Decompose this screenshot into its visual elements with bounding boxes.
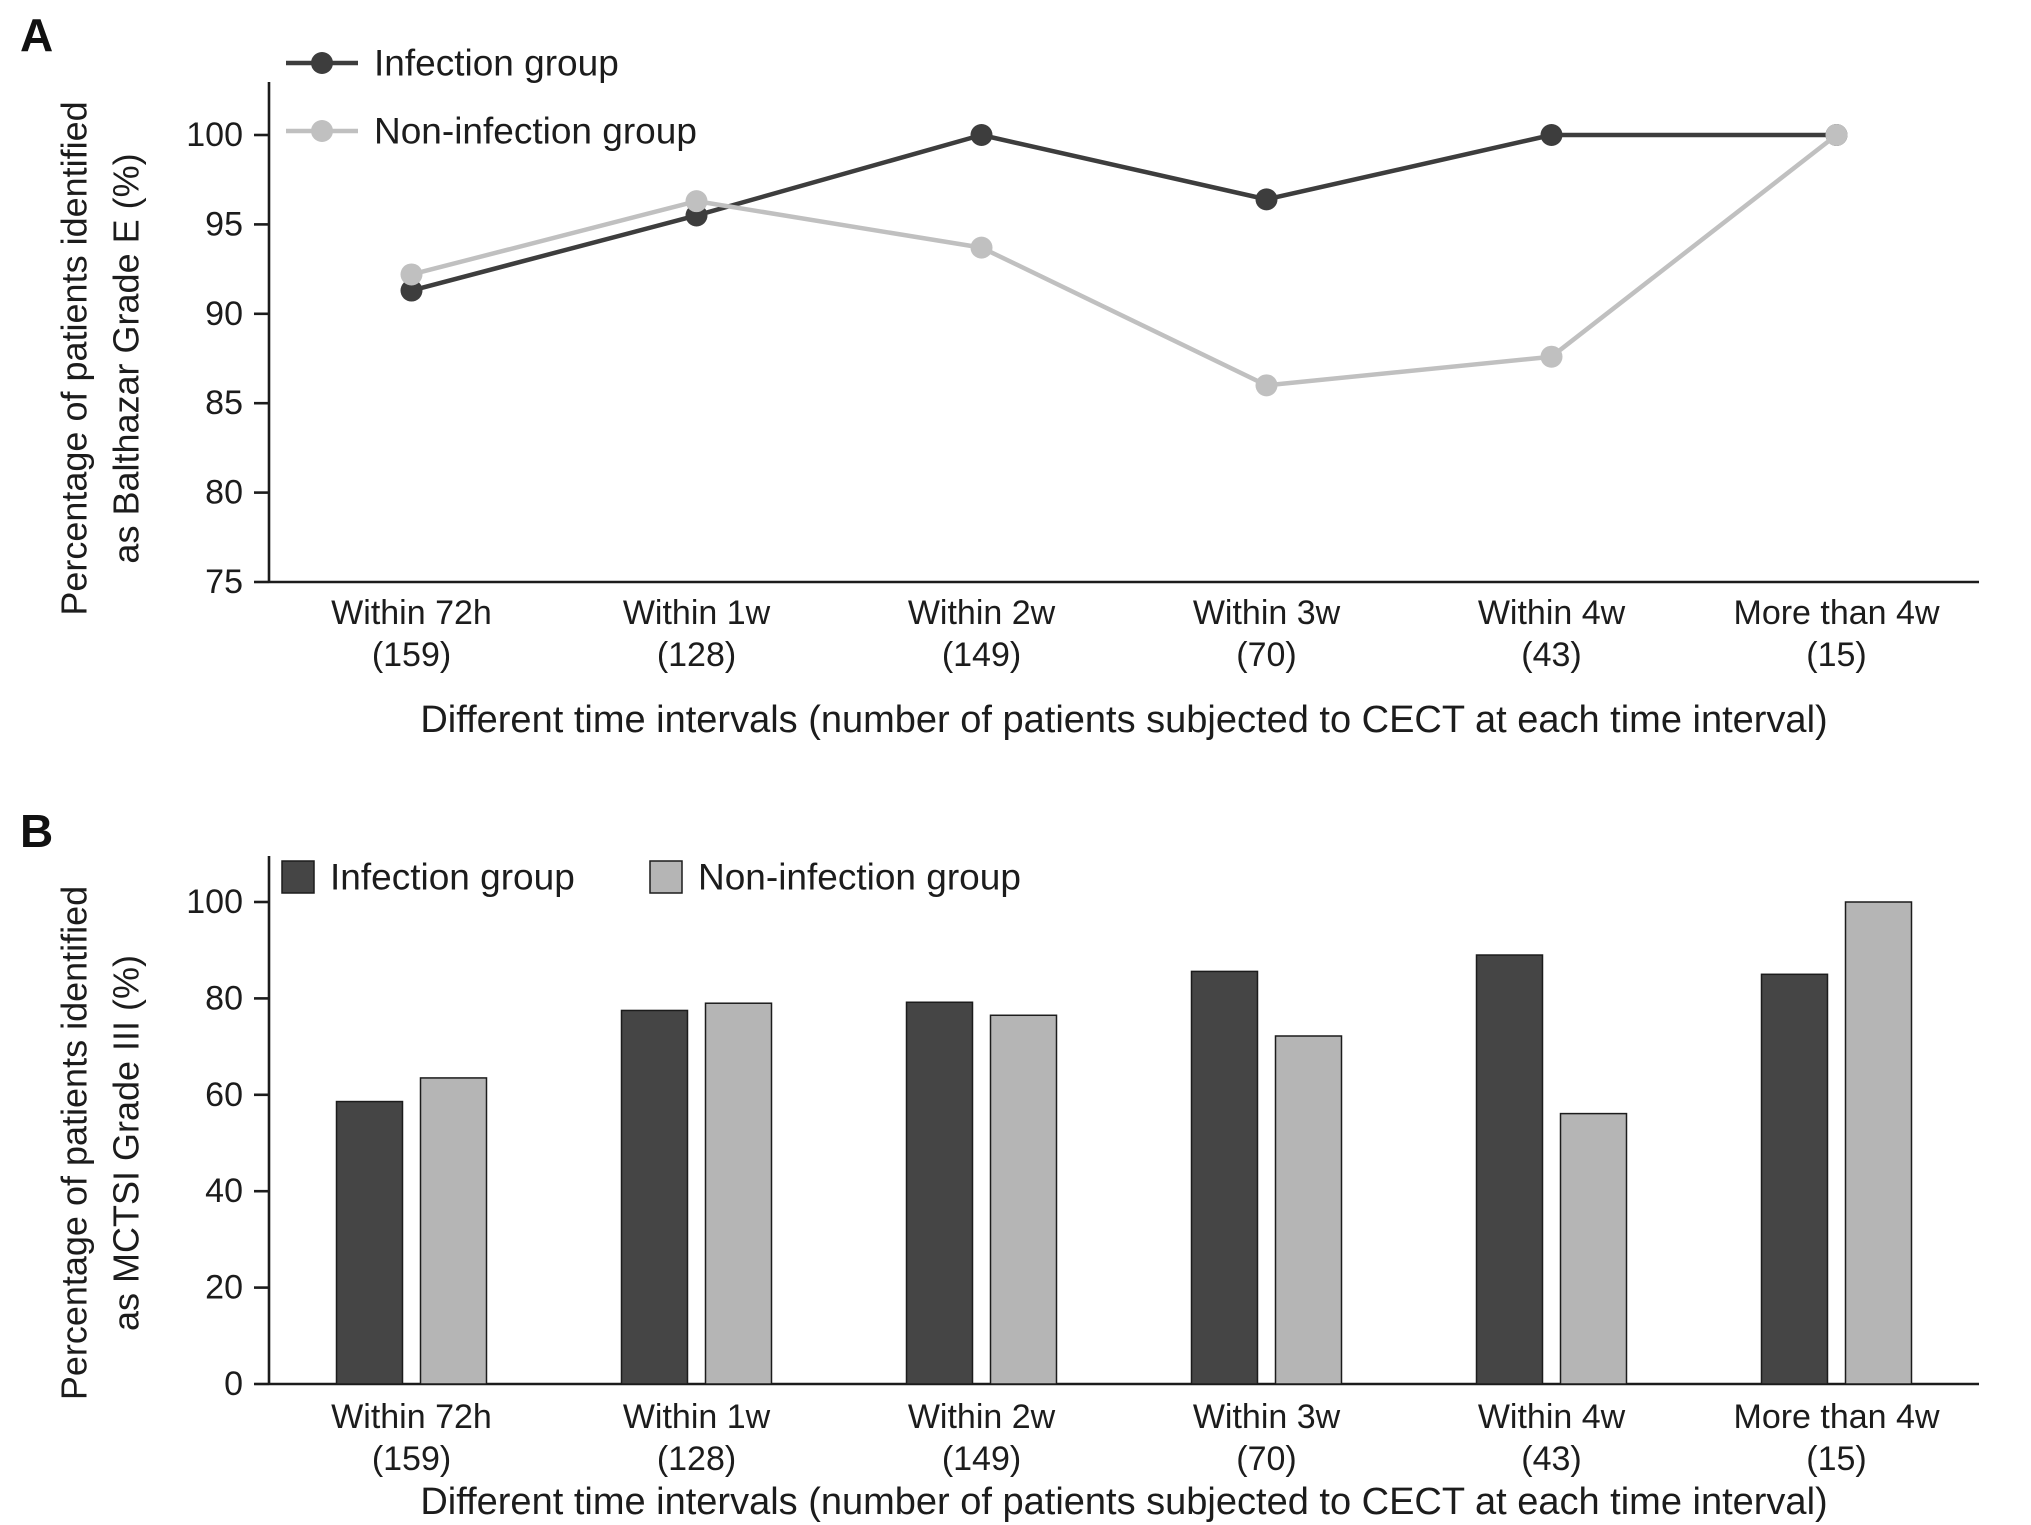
y-tick-label-b: 60 (205, 1076, 243, 1114)
data-point-1 (970, 236, 993, 259)
legend-label: Non-infection group (698, 857, 1021, 898)
bar-series-0 (1475, 954, 1544, 1385)
x-category-label-b: Within 3w (1193, 1398, 1341, 1436)
y-tick-label-a: 100 (186, 116, 243, 154)
panel-b-label: B (20, 805, 54, 857)
data-point-0 (1540, 124, 1563, 146)
x-category-count-b: (70) (1236, 1440, 1296, 1478)
bar-series-1 (419, 1077, 488, 1385)
x-category-count-a: (70) (1236, 636, 1296, 674)
bar-series-1 (989, 1014, 1058, 1385)
y-tick-label-a: 75 (205, 563, 243, 601)
legend-label: Infection group (374, 43, 619, 84)
x-category-count-a: (15) (1806, 636, 1866, 674)
x-category-label-b: Within 4w (1478, 1398, 1626, 1436)
data-point-1 (685, 190, 708, 213)
bar-series-1 (704, 1002, 773, 1385)
data-point-0 (970, 124, 993, 146)
bar-series-0 (620, 1009, 689, 1385)
legend-swatch (649, 860, 683, 894)
data-point-1 (1825, 124, 1848, 146)
x-category-count-b: (128) (657, 1440, 736, 1478)
x-category-count-a: (128) (657, 636, 736, 674)
bar-series-1 (1844, 901, 1913, 1385)
bar-series-1 (1559, 1112, 1628, 1385)
x-category-count-b: (15) (1806, 1440, 1866, 1478)
x-category-count-a: (149) (942, 636, 1021, 674)
series-line-1 (409, 132, 1839, 388)
series-line-0 (409, 132, 1839, 293)
x-category-label-a: Within 4w (1478, 594, 1626, 632)
y-tick-label-a: 80 (205, 474, 243, 512)
x-category-label-a: More than 4w (1734, 594, 1940, 632)
x-axis-title-b: Different time intervals (number of pati… (420, 1481, 1827, 1523)
bar-series-0 (1760, 973, 1829, 1385)
y-axis-title-a: as Balthazar Grade E (%) (106, 153, 147, 563)
bar-series-0 (905, 1001, 974, 1385)
bar-series-0 (1190, 970, 1259, 1385)
data-point-0 (400, 279, 423, 302)
x-category-count-a: (159) (372, 636, 451, 674)
data-point-1 (1255, 374, 1278, 397)
x-category-label-a: Within 3w (1193, 594, 1341, 632)
data-point-0 (1255, 188, 1278, 211)
y-tick-label-b: 100 (186, 883, 243, 921)
bar-chart-panel-b: 0 20 40 60 80 100 Percentage of patients ident… (54, 856, 1979, 1523)
x-category-count-b: (159) (372, 1440, 451, 1478)
y-axis-title-a: Percentage of patients identified (54, 101, 95, 615)
data-point-1 (1540, 345, 1563, 368)
x-category-label-a: Within 1w (623, 594, 771, 632)
legend-label: Non-infection group (374, 111, 697, 152)
x-category-count-b: (149) (942, 1440, 1021, 1478)
x-category-label-a: Within 72h (331, 594, 492, 632)
x-axis-title-a: Different time intervals (number of pati… (420, 699, 1827, 741)
x-category-count-a: (43) (1521, 636, 1581, 674)
legend-dot-marker (311, 52, 333, 74)
x-category-count-b: (43) (1521, 1440, 1581, 1478)
y-tick-label-b: 0 (224, 1365, 243, 1403)
x-category-label-b: Within 1w (623, 1398, 771, 1436)
bar-series-1 (1274, 1035, 1343, 1385)
data-point-1 (400, 263, 423, 286)
bar-series-0 (335, 1100, 404, 1385)
y-tick-label-b: 20 (205, 1269, 243, 1307)
x-category-label-b: Within 72h (331, 1398, 492, 1436)
y-tick-label-b: 80 (205, 979, 243, 1017)
y-axis-title-b: Percentage of patients identified (54, 886, 95, 1400)
y-tick-label-a: 90 (205, 295, 243, 333)
legend-swatch (281, 860, 315, 894)
y-tick-label-a: 85 (205, 384, 243, 422)
x-category-label-b: More than 4w (1734, 1398, 1940, 1436)
x-category-label-b: Within 2w (908, 1398, 1056, 1436)
y-axis-title-b: as MCTSI Grade III (%) (106, 955, 147, 1331)
x-category-label-a: Within 2w (908, 594, 1056, 632)
panel-a-label: A (20, 9, 54, 61)
y-tick-label-a: 95 (205, 205, 243, 243)
legend-label: Infection group (330, 857, 575, 898)
line-chart-panel-a: 75 80 85 90 95 100 Percentage of patients iden… (54, 43, 1979, 741)
legend-dot-marker (311, 120, 333, 142)
y-tick-label-b: 40 (205, 1172, 243, 1210)
